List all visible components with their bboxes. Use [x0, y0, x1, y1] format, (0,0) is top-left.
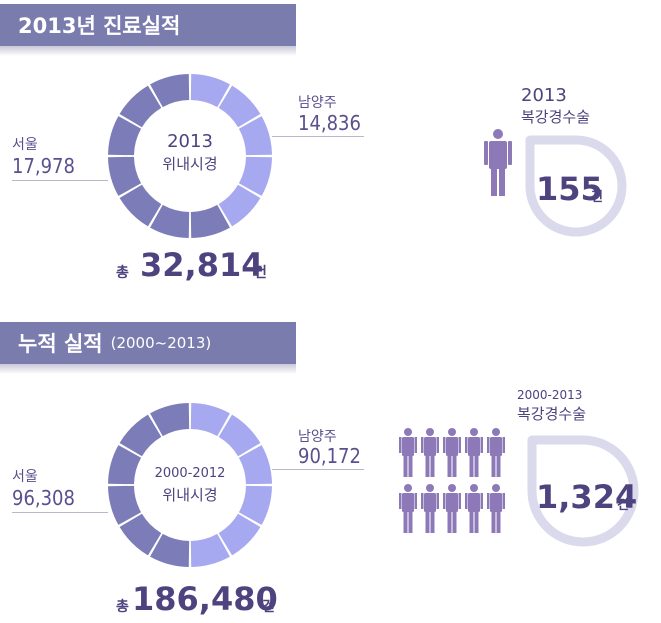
namyangju-slice-segment — [190, 403, 230, 437]
banner-shadow — [0, 364, 296, 374]
seoul-slice-segment — [108, 156, 142, 196]
surgery2-value: 1,324 — [536, 478, 638, 516]
drop-badge-icon — [527, 435, 639, 547]
namyangju-slice-segment — [238, 485, 272, 525]
person-icon — [484, 129, 512, 196]
surgery2-unit: 건 — [617, 498, 629, 513]
seoul-slice-segment — [150, 533, 190, 567]
seoul-leader-line — [12, 180, 108, 181]
namyangju-slice-segment — [190, 74, 230, 108]
namyangju-label: 남양주 — [298, 429, 337, 445]
person-icon — [487, 484, 505, 533]
namyangju-value: 90,172 — [298, 444, 361, 468]
seoul-slice-segment — [119, 414, 162, 457]
seoul-slice-segment — [108, 116, 142, 156]
total1-value: 32,814 — [140, 246, 264, 284]
donut1-center-label: 위내시경 — [162, 155, 218, 173]
seoul-label: 서울 — [12, 469, 38, 485]
seoul-slice-segment — [108, 445, 142, 485]
seoul-value: 96,308 — [12, 486, 75, 510]
person-icon — [421, 428, 439, 477]
banner-shadow — [0, 46, 296, 56]
namyangju-slice-segment — [238, 156, 272, 196]
seoul-slice-segment — [150, 403, 190, 437]
seoul-slice-segment — [190, 204, 230, 238]
section1-title: 2013년 진료실적 — [18, 14, 181, 38]
namyangju-leader-line — [272, 136, 364, 137]
seoul-slice-segment — [150, 74, 190, 108]
namyangju-slice-segment — [218, 184, 261, 227]
surgery2-label: 복강경수술 — [517, 405, 587, 423]
seoul-slice-segment — [108, 485, 142, 525]
person-icon — [443, 428, 461, 477]
seoul-slice-segment — [119, 513, 162, 556]
donut2-center-label: 위내시경 — [162, 486, 218, 504]
total1-prefix: 총 — [116, 265, 129, 281]
person-icon — [465, 428, 483, 477]
total2-value: 186,480 — [132, 580, 278, 618]
surgery1-value: 155 — [536, 170, 603, 208]
surgery1-unit: 건 — [591, 190, 603, 205]
section2-subtitle: (2000~2013) — [110, 334, 212, 352]
surgery1-year: 2013 — [521, 85, 567, 106]
seoul-slice-segment — [150, 204, 190, 238]
seoul-leader-line — [12, 512, 108, 513]
namyangju-slice-segment — [218, 513, 261, 556]
total2-prefix: 총 — [116, 599, 129, 615]
donut2-center-year: 2000-2012 — [154, 466, 226, 481]
namyangju-slice-segment — [238, 445, 272, 485]
person-icon — [443, 484, 461, 533]
donut1-center-year: 2013 — [167, 131, 213, 152]
total2-unit: 건 — [262, 599, 275, 615]
seoul-value: 17,978 — [12, 154, 75, 178]
seoul-slice-segment — [119, 184, 162, 227]
section1-banner: 2013년 진료실적 — [0, 4, 296, 56]
person-icon — [399, 484, 417, 533]
namyangju-slice-segment — [218, 85, 261, 128]
surgery2-year: 2000-2013 — [517, 388, 583, 402]
total1-unit: 건 — [254, 265, 267, 281]
namyangju-value: 14,836 — [298, 111, 361, 135]
seoul-slice-segment — [119, 85, 162, 128]
donut-chart-cumulative — [108, 403, 272, 567]
namyangju-slice-segment — [190, 533, 230, 567]
person-icon — [421, 484, 439, 533]
namyangju-slice-segment — [238, 116, 272, 156]
surgery1-label: 복강경수술 — [521, 108, 591, 126]
people-icon-group — [399, 428, 505, 533]
donut-chart-2013 — [108, 74, 272, 238]
namyangju-slice-segment — [218, 414, 261, 457]
person-icon — [487, 428, 505, 477]
drop-badge-icon — [525, 135, 627, 237]
section2-title: 누적 실적 — [18, 332, 103, 356]
person-icon — [399, 428, 417, 477]
seoul-label: 서울 — [12, 137, 38, 153]
namyangju-leader-line — [272, 469, 364, 470]
section2-banner: 누적 실적 (2000~2013) — [0, 322, 296, 374]
person-icon — [465, 484, 483, 533]
namyangju-label: 남양주 — [298, 95, 337, 111]
